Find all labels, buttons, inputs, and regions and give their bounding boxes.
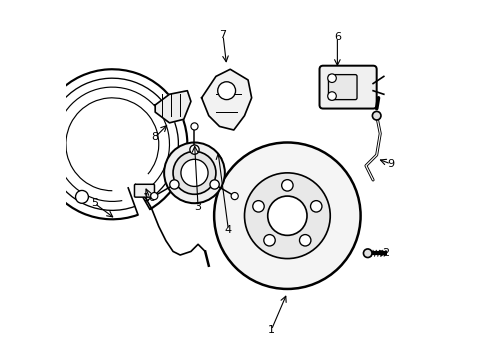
Circle shape [310, 201, 321, 212]
Text: 9: 9 [386, 159, 394, 169]
Text: 2: 2 [381, 248, 388, 258]
Circle shape [231, 193, 238, 200]
Circle shape [281, 180, 292, 191]
Text: 8: 8 [151, 132, 159, 142]
Circle shape [189, 145, 199, 154]
Circle shape [327, 74, 336, 82]
FancyBboxPatch shape [328, 75, 356, 100]
Circle shape [150, 193, 158, 200]
Circle shape [263, 235, 275, 246]
FancyBboxPatch shape [319, 66, 376, 109]
Circle shape [209, 180, 219, 189]
Text: 7: 7 [219, 30, 226, 40]
Circle shape [267, 196, 306, 235]
Circle shape [169, 180, 179, 189]
Text: 1: 1 [267, 325, 274, 335]
Circle shape [372, 111, 380, 120]
Circle shape [181, 159, 207, 186]
Circle shape [75, 190, 88, 203]
FancyBboxPatch shape [134, 184, 154, 197]
Text: 3: 3 [194, 202, 201, 212]
Circle shape [217, 82, 235, 100]
Text: 5: 5 [91, 198, 98, 208]
Circle shape [190, 123, 198, 130]
Circle shape [244, 173, 329, 258]
Circle shape [363, 249, 371, 257]
Text: 6: 6 [333, 32, 340, 42]
Polygon shape [201, 69, 251, 130]
Polygon shape [155, 91, 190, 123]
Circle shape [299, 235, 310, 246]
Text: 4: 4 [224, 225, 231, 235]
Circle shape [327, 92, 336, 100]
Circle shape [173, 152, 216, 194]
Circle shape [252, 201, 264, 212]
Text: 10: 10 [142, 193, 157, 203]
Circle shape [214, 143, 360, 289]
Circle shape [164, 143, 224, 203]
